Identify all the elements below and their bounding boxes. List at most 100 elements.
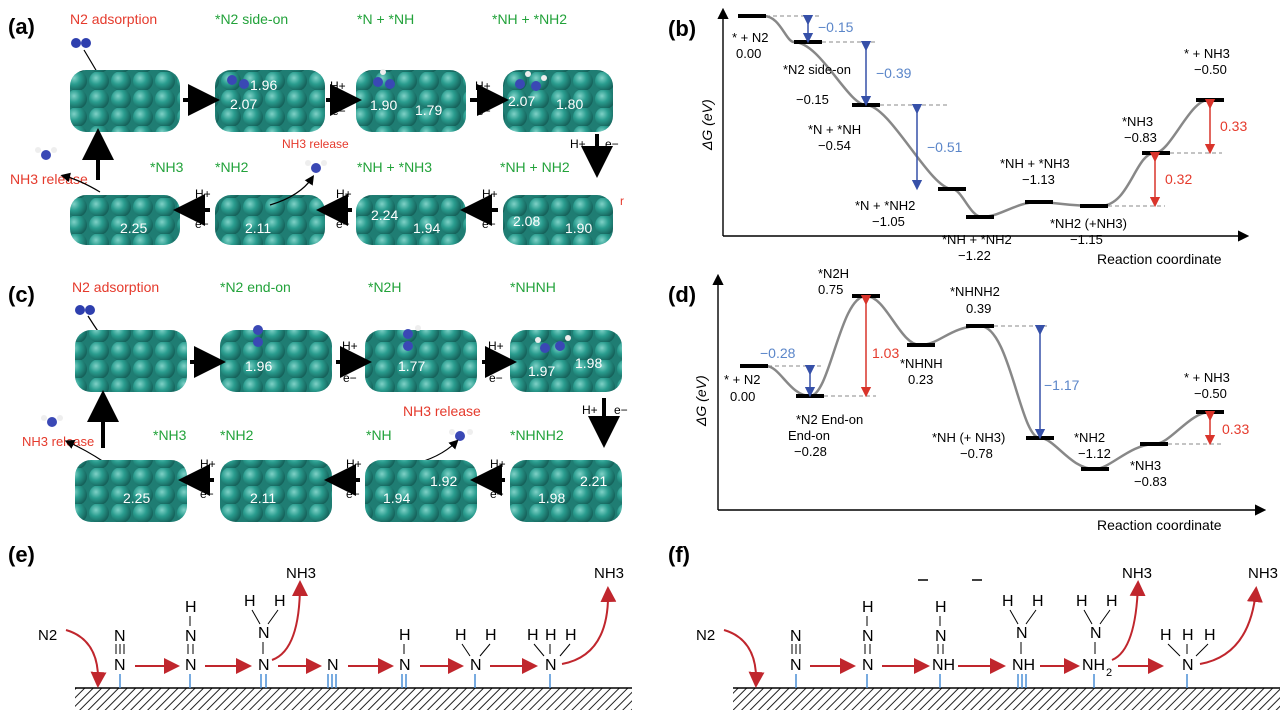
a-slab-8 <box>503 195 613 245</box>
a-slab-6 <box>215 195 325 245</box>
d-delta: −0.28 <box>760 345 796 361</box>
svg-text:H: H <box>1032 593 1044 610</box>
panel-b: (b) ΔG (eV) Reaction coordinate <box>668 7 1250 267</box>
svg-text:H: H <box>1076 593 1088 610</box>
a-eminus: e− <box>336 217 350 231</box>
a-dist: 2.25 <box>120 220 147 236</box>
a-slab-7 <box>356 195 466 245</box>
d-delta: −1.17 <box>1044 377 1080 393</box>
svg-text:N: N <box>185 657 197 674</box>
a-btitle-1: *NH3 <box>150 159 184 175</box>
b-delta: −0.15 <box>818 19 854 35</box>
d-state-name: *NH (+ NH3) <box>932 430 1005 445</box>
d-state-name: *NH2 <box>1074 430 1105 445</box>
c-hplus: H+ <box>488 339 504 353</box>
svg-text:H: H <box>1204 627 1216 644</box>
b-dashed-guides <box>766 15 1222 207</box>
d-delta: 1.03 <box>872 345 899 361</box>
d-state-name: * + NH3 <box>1184 370 1230 385</box>
c-adsorbate-4 <box>535 335 571 353</box>
a-dist: 2.11 <box>245 220 271 236</box>
svg-text:H: H <box>862 599 874 616</box>
panel-e: (e) N2 NN HNN H HNN N HN H HN H H HN <box>8 542 632 710</box>
d-state-name: End-on <box>788 428 830 443</box>
svg-text:N: N <box>1016 625 1028 642</box>
c-dist: 1.97 <box>528 363 555 379</box>
b-state-name: * + NH3 <box>1184 46 1230 61</box>
svg-text:H: H <box>565 627 577 644</box>
svg-text:N: N <box>470 657 482 674</box>
panel-e-label: (e) <box>8 542 35 567</box>
a-hplus: H+ <box>195 187 211 201</box>
e-surface-bonds <box>119 674 551 688</box>
a-slab-3 <box>356 70 466 132</box>
a-eminus: e− <box>195 217 209 231</box>
svg-text:N: N <box>114 628 126 645</box>
c-btitle-2: *NH2 <box>220 427 254 443</box>
svg-text:H: H <box>1002 593 1014 610</box>
svg-text:N: N <box>258 657 270 674</box>
a-eminus: e− <box>332 104 346 118</box>
a-dist: 1.80 <box>556 96 583 112</box>
b-state-name: *NH + *NH3 <box>1000 156 1070 171</box>
a-title-4: *NH + *NH2 <box>492 11 567 27</box>
b-state-value: −0.54 <box>818 138 851 153</box>
b-state-name: *NH3 <box>1122 114 1153 129</box>
c-adsorbate-2 <box>253 325 263 347</box>
c-btitle-3: *NH <box>366 427 392 443</box>
svg-text:2: 2 <box>1106 667 1112 679</box>
c-hplus: H+ <box>342 339 358 353</box>
a-dist: 1.94 <box>413 220 440 236</box>
c-dist: 1.96 <box>245 358 272 374</box>
svg-text:N: N <box>790 657 802 674</box>
a-dist: 1.90 <box>370 97 397 113</box>
a-btitle-2: *NH2 <box>215 159 249 175</box>
b-state-name: *N2 side-on <box>783 62 851 77</box>
c-hplus: H+ <box>200 457 216 471</box>
a-btitle-4: *NH + NH2 <box>500 159 570 175</box>
d-state-value: 0.23 <box>908 372 933 387</box>
b-delta: 0.33 <box>1220 118 1247 134</box>
n2-molecule-icon <box>75 305 95 315</box>
c-dist: 1.94 <box>383 490 410 506</box>
b-state-value: −1.05 <box>872 214 905 229</box>
e-release-arrow <box>271 580 308 661</box>
panel-a-label: (a) <box>8 14 35 39</box>
d-ylabel: ΔG (eV) <box>693 375 709 427</box>
svg-text:N: N <box>935 628 947 645</box>
e-nh3: NH3 <box>286 565 316 582</box>
b-state-name: *NH + *NH2 <box>942 232 1012 247</box>
c-eminus: e− <box>614 403 628 417</box>
d-xlabel: Reaction coordinate <box>1097 517 1222 533</box>
c-eminus: e− <box>346 487 360 501</box>
b-delta: −0.51 <box>927 139 963 155</box>
b-state-value: −1.13 <box>1022 172 1055 187</box>
b-state-value: −1.22 <box>958 248 991 263</box>
d-state-name: *N2 End-on <box>796 412 863 427</box>
d-delta: 0.33 <box>1222 421 1249 437</box>
panel-d-label: (d) <box>668 282 696 307</box>
a-slab-4 <box>503 70 613 132</box>
b-state-name: *N + *NH2 <box>855 198 915 213</box>
c-hplus: H+ <box>346 457 362 471</box>
svg-text:N: N <box>114 657 126 674</box>
e-species: NN HNN H HNN N HN H HN H H HN <box>114 593 577 674</box>
svg-text:NH: NH <box>932 657 955 674</box>
a-eminus: e− <box>477 104 491 118</box>
a-eminus: e− <box>605 137 619 151</box>
c-btitle-1: *NH3 <box>153 427 187 443</box>
svg-text:H: H <box>274 593 286 610</box>
a-dist: 2.07 <box>230 96 257 112</box>
svg-text:H: H <box>185 599 197 616</box>
c-eminus: e− <box>490 487 504 501</box>
svg-text:N: N <box>258 625 270 642</box>
svg-text:H: H <box>935 599 947 616</box>
d-state-name: *NHNH2 <box>950 284 1000 299</box>
c-slab-6 <box>220 460 332 522</box>
svg-text:H: H <box>1160 627 1172 644</box>
c-dist: 2.21 <box>580 473 607 489</box>
f-nh3: NH3 <box>1248 565 1278 582</box>
svg-text:NH: NH <box>1082 657 1105 674</box>
c-hplus: H+ <box>490 457 506 471</box>
